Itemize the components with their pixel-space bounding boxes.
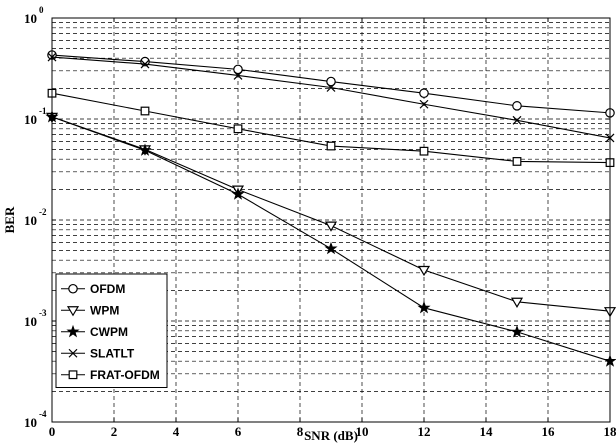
data-point-slatlt [326, 83, 336, 92]
x-tick-label: 10 [356, 424, 369, 439]
data-point-frat-ofdm [512, 157, 522, 166]
x-marker-stroke [419, 99, 429, 109]
data-point-frat-ofdm [326, 141, 336, 151]
x-tick-label: 16 [542, 424, 556, 439]
y-tick-label: 10 [24, 112, 37, 127]
y-tick-exponent: -4 [39, 409, 47, 419]
data-point-wpm [324, 221, 338, 232]
data-point-slatlt [512, 115, 522, 125]
legend-marker [68, 348, 78, 358]
legend-marker [68, 283, 78, 294]
data-point-slatlt [419, 99, 429, 109]
data-point-cwpm [324, 241, 338, 255]
series-frat-ofdm [47, 88, 615, 168]
legend-marker [66, 306, 80, 317]
x-tick-label: 6 [235, 424, 242, 439]
legend-item-ofdm: OFDM [61, 282, 125, 296]
y-tick-exponent: -2 [39, 207, 47, 217]
x-tick-label: 14 [480, 424, 494, 439]
legend-item-frat-ofdm: FRAT-OFDM [61, 368, 160, 382]
x-marker-stroke [233, 71, 243, 80]
x-marker-stroke [68, 348, 78, 358]
legend-label: FRAT-OFDM [90, 368, 160, 382]
legend-label: OFDM [90, 282, 125, 296]
x-marker-stroke [512, 115, 522, 125]
legend-label: WPM [90, 303, 119, 317]
legend-label: CWPM [90, 325, 128, 339]
legend-item-cwpm: CWPM [61, 325, 128, 339]
data-point-ofdm [233, 64, 243, 75]
y-axis-label: BER [2, 206, 17, 233]
data-point-cwpm [417, 300, 431, 314]
y-tick-label: 10 [24, 415, 37, 430]
x-marker-stroke [326, 83, 336, 92]
x-marker-stroke [140, 59, 150, 69]
y-tick-label: 10 [24, 314, 37, 329]
data-point-wpm [510, 297, 524, 308]
legend-item-slatlt: SLATLT [61, 346, 135, 360]
legend-marker [68, 370, 78, 380]
data-point-slatlt [140, 59, 150, 69]
data-point-wpm [417, 265, 431, 277]
x-tick-label: 4 [173, 424, 180, 439]
series-cwpm [45, 109, 616, 367]
y-tick-exponent: 0 [39, 5, 44, 15]
x-tick-label: 12 [418, 424, 431, 439]
x-axis-label: SNR (dB) [304, 428, 358, 443]
data-point-frat-ofdm [140, 106, 150, 116]
legend-label: SLATLT [90, 346, 135, 360]
legend: OFDM WPM CWPM SLATLT FRAT-OFDM [55, 273, 168, 388]
x-tick-label: 0 [49, 424, 56, 439]
y-tick-label: 10 [24, 213, 37, 228]
legend-marker [66, 324, 80, 338]
data-point-frat-ofdm [233, 124, 243, 134]
data-point-frat-ofdm [419, 146, 429, 156]
y-tick-label: 10 [24, 11, 37, 26]
legend-item-wpm: WPM [61, 303, 119, 317]
data-point-ofdm [326, 76, 336, 87]
data-point-ofdm [512, 101, 522, 111]
y-tick-exponent: -3 [39, 308, 47, 318]
data-point-cwpm [231, 187, 245, 200]
series-slatlt [47, 52, 615, 143]
x-tick-label: 18 [604, 424, 616, 439]
x-tick-label: 2 [111, 424, 118, 439]
data-point-slatlt [233, 71, 243, 80]
data-point-ofdm [419, 88, 429, 99]
data-point-cwpm [510, 324, 524, 338]
y-tick-exponent: -1 [39, 106, 47, 116]
x-tick-label: 8 [297, 424, 304, 439]
series-layer [45, 50, 616, 367]
data-point-cwpm [138, 143, 152, 156]
